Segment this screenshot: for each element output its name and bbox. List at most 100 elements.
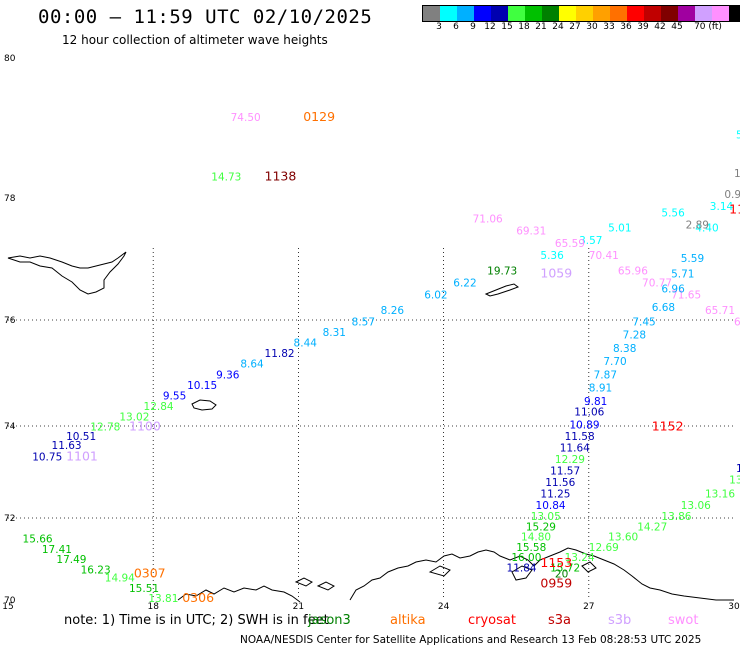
scale-swatch <box>661 6 678 21</box>
wave-height-value: 13.06 <box>681 500 711 512</box>
scale-swatch <box>457 6 474 21</box>
wave-height-value: 7.70 <box>603 356 626 368</box>
wave-height-value: 1 <box>736 463 740 475</box>
wave-height-value: 70.41 <box>589 250 619 262</box>
wave-height-value: 10.84 <box>536 500 566 512</box>
scale-swatch <box>474 6 491 21</box>
wave-height-value: 3.57 <box>579 235 602 247</box>
footer-note: note: 1) Time is in UTC; 2) SWH is in fe… <box>64 613 329 628</box>
wave-height-value: 69.31 <box>516 226 546 238</box>
wave-height-value: 16.00 <box>511 552 541 564</box>
satellite-pass-id: 0959 <box>540 576 572 591</box>
lon-label: 30 <box>728 602 740 612</box>
scale-label: 39 <box>637 22 649 32</box>
lon-label: 21 <box>293 602 304 612</box>
scale-label: 6 <box>453 22 459 32</box>
wave-height-value: 13.24 <box>565 552 595 564</box>
wave-height-value: 16.23 <box>81 564 111 576</box>
scale-label: 70 (ft) <box>694 22 722 32</box>
wave-height-value: 11.06 <box>574 406 604 418</box>
satellite-pass-id: 1138 <box>265 169 297 184</box>
wave-height-value: 6.22 <box>453 277 476 289</box>
scale-label: 21 <box>535 22 547 32</box>
wave-height-value: 11.64 <box>560 442 590 454</box>
satellite-pass-labels: 0129 1138 1059 1100 1101 1152 115 1153 0959 0307 0… <box>66 109 740 605</box>
satellite-pass-id: 1101 <box>66 449 98 464</box>
lon-label: 18 <box>147 602 159 612</box>
scale-label: 33 <box>603 22 615 32</box>
wave-height-value: 8.31 <box>323 327 346 339</box>
scale-swatch <box>593 6 610 21</box>
scale-swatch <box>491 6 508 21</box>
lat-label: 74 <box>4 422 16 432</box>
wave-height-value: 70.77 <box>642 277 672 289</box>
satellite-pass-id: 0307 <box>134 565 166 580</box>
legend-item-s3a: s3a <box>548 613 572 628</box>
wave-height-value: 71.65 <box>671 290 701 302</box>
scale-label: 9 <box>470 22 476 32</box>
footer-credit: NOAA/NESDIS Center for Satellite Applica… <box>240 634 702 646</box>
wave-height-value: 15.51 <box>129 583 159 595</box>
satellite-pass-id: 1100 <box>129 419 161 434</box>
scale-swatch <box>678 6 695 21</box>
scale-label: 12 <box>484 22 496 32</box>
land-svalbard <box>7 251 127 295</box>
scale-label: 30 <box>586 22 598 32</box>
wave-height-value: 1.91 <box>734 168 740 180</box>
wave-height-value: 7.28 <box>623 330 646 342</box>
scale-swatch <box>610 6 627 21</box>
wave-height-value: 7.87 <box>594 369 617 381</box>
wave-height-value: 13.86 <box>661 511 691 523</box>
color-scale-labels: 3 6 9 12 15 18 21 24 27 30 33 36 39 42 45 70 (ft) <box>422 22 740 34</box>
wave-height-value: 65.96 <box>618 265 648 277</box>
scale-swatch <box>576 6 593 21</box>
lat-label: 76 <box>4 316 16 326</box>
wave-height-value: 6 <box>734 316 740 328</box>
lon-label: 27 <box>583 602 594 612</box>
wave-height-value: 20 <box>555 568 568 580</box>
wave-height-value: 5.56 <box>661 207 685 219</box>
wave-height-labels: 10.7511.6310.5112.7813.0212.849.5510.159… <box>23 112 740 605</box>
satellite-pass-id: 1153 <box>540 555 572 570</box>
wave-height-value: 8.57 <box>352 316 375 328</box>
wave-height-value: 11.56 <box>545 477 575 489</box>
land-finnmark-coast <box>349 547 734 601</box>
wave-height-value: 5.59 <box>681 253 704 265</box>
lat-label: 80 <box>4 54 16 64</box>
lon-label: 15 <box>2 602 13 612</box>
wave-height-value: 71.06 <box>473 213 503 225</box>
satellite-pass-id: 115 <box>729 201 740 216</box>
scale-label: 3 <box>436 22 442 32</box>
wave-height-value: 8.91 <box>589 383 612 395</box>
wave-height-value: 10.15 <box>187 380 217 392</box>
satellite-pass-id: 1059 <box>540 265 572 280</box>
wave-height-value: 17.49 <box>56 554 86 566</box>
wave-height-value: 12.69 <box>589 542 619 554</box>
wave-height-value: 5.01 <box>608 223 631 235</box>
color-scale-bar <box>422 5 740 22</box>
wave-height-value: 5.36 <box>540 250 564 262</box>
wave-height-value: 8.64 <box>240 359 264 371</box>
wave-height-value: 10.89 <box>569 419 599 431</box>
wave-height-value: 17.41 <box>42 544 72 556</box>
wave-height-value: 14.73 <box>211 172 241 184</box>
wave-height-value: 0.93 <box>724 189 740 201</box>
legend-item-cryosat: cryosat <box>468 613 516 628</box>
scale-swatch <box>440 6 457 21</box>
wave-height-value: 65.71 <box>705 305 735 317</box>
wave-height-value: 11.82 <box>265 348 295 360</box>
wave-height-value: 11.57 <box>550 465 580 477</box>
lat-label: 70 <box>4 596 16 606</box>
legend-item-altika: altika <box>390 613 426 628</box>
scale-swatch <box>695 6 712 21</box>
coastline <box>7 251 734 603</box>
wave-height-value: 74.50 <box>231 112 261 124</box>
wave-height-value: 11.25 <box>540 488 570 500</box>
wave-height-value: 12.29 <box>555 454 585 466</box>
page-subtitle: 12 hour collection of altimeter wave hei… <box>62 33 328 47</box>
scale-label: 24 <box>552 22 564 32</box>
wave-height-value: 13.04 <box>729 475 740 487</box>
wave-height-value: 5.1 <box>736 130 740 142</box>
wave-height-value: 15.29 <box>526 521 556 533</box>
scale-swatch <box>644 6 661 21</box>
